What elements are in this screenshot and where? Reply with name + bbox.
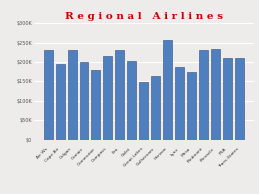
Bar (151, 76, 160, 140)
Text: Gulfstream: Gulfstream (136, 147, 156, 167)
Bar (68, 50, 77, 140)
Bar (199, 50, 208, 140)
Bar (187, 72, 196, 140)
Text: Lynx: Lynx (170, 147, 179, 157)
Bar (91, 70, 100, 140)
Bar (80, 62, 89, 140)
Text: Air Ws: Air Ws (35, 147, 48, 159)
Text: PSA: PSA (219, 147, 227, 156)
Text: Great Lakes: Great Lakes (123, 147, 144, 168)
Bar (56, 64, 64, 140)
Text: Golet: Golet (121, 147, 132, 158)
Text: Horizon: Horizon (153, 147, 168, 161)
Text: Era: Era (112, 147, 120, 155)
Text: Trans-States: Trans-States (218, 147, 239, 169)
Bar (163, 40, 172, 140)
Bar (211, 49, 220, 140)
Text: Commutair: Commutair (76, 147, 96, 166)
Bar (103, 56, 112, 140)
Bar (223, 58, 232, 140)
Text: Colgan: Colgan (59, 147, 72, 160)
Bar (175, 67, 184, 140)
Bar (44, 50, 53, 140)
Text: Comair: Comair (70, 147, 84, 160)
Text: Compass: Compass (91, 147, 108, 163)
Bar (235, 58, 244, 140)
Bar (127, 61, 136, 140)
Text: Piedmont: Piedmont (186, 147, 204, 164)
Bar (139, 82, 148, 140)
Text: Pinnacle: Pinnacle (200, 147, 215, 162)
Bar (115, 50, 124, 140)
Text: Mesa: Mesa (181, 147, 192, 158)
Text: Cape Air: Cape Air (44, 147, 60, 163)
Title: R e g i o n a l   A i r l i n e s: R e g i o n a l A i r l i n e s (65, 12, 223, 21)
